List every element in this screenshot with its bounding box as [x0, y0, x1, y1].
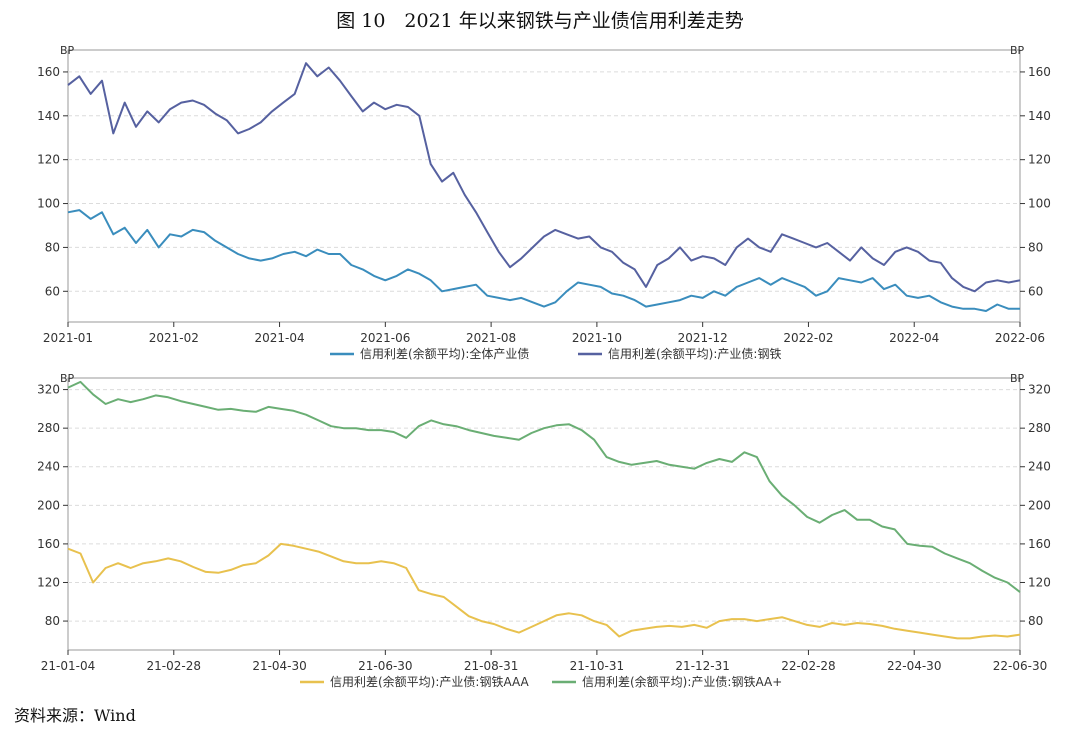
- unit-left-label: BP: [60, 372, 75, 385]
- y-tick-label-left: 60: [45, 284, 60, 298]
- y-tick-label-left: 160: [37, 537, 60, 551]
- x-tick-label: 2022-02: [783, 331, 833, 345]
- x-tick-label: 2021-01: [43, 331, 93, 345]
- x-tick-label: 22-02-28: [781, 659, 835, 673]
- y-tick-label-right: 60: [1028, 284, 1043, 298]
- series-line-1: [67, 62, 1021, 293]
- y-tick-label-left: 100: [37, 197, 60, 211]
- y-tick-label-right: 100: [1028, 197, 1051, 211]
- plot-frame: [67, 377, 1021, 651]
- unit-left-label: BP: [60, 44, 75, 57]
- top-chart-panel: BP BP 60 60 80 80 100 100 120 120 140 140 160 160 2021…: [12, 40, 1062, 370]
- y-tick-label-right: 120: [1028, 575, 1051, 589]
- legend-label-0: 信用利差(余额平均):全体产业债: [360, 346, 529, 361]
- figure-title: 图 10 2021 年以来钢铁与产业债信用利差走势: [336, 10, 744, 32]
- x-tick-label: 2021-06: [360, 331, 410, 345]
- x-tick-label: 21-08-31: [464, 659, 518, 673]
- y-tick-label-left: 200: [37, 498, 60, 512]
- y-tick-label-left: 80: [45, 240, 60, 254]
- bottom-chart-panel: BP BP 80 80 120 120 160 160 200 200 240 240 280 280 32…: [12, 368, 1062, 698]
- plot-frame: [67, 49, 1021, 323]
- top-chart: BP BP 60 60 80 80 100 100 120 120 140 140 160 160 2021…: [37, 44, 1051, 361]
- y-tick-label-right: 80: [1028, 240, 1043, 254]
- source-note: 资料来源：Wind: [14, 706, 136, 725]
- y-tick-label-left: 240: [37, 460, 60, 474]
- y-tick-label-left: 120: [37, 153, 60, 167]
- y-tick-label-left: 280: [37, 421, 60, 435]
- unit-right-label: BP: [1010, 372, 1025, 385]
- x-tick-label: 21-01-04: [41, 659, 95, 673]
- x-tick-label: 2021-02: [149, 331, 199, 345]
- y-tick-label-left: 80: [45, 614, 60, 628]
- y-tick-label-right: 80: [1028, 614, 1043, 628]
- unit-right-label: BP: [1010, 44, 1025, 57]
- y-tick-label-right: 280: [1028, 421, 1051, 435]
- y-tick-label-left: 120: [37, 575, 60, 589]
- series-line-0: [67, 209, 1020, 312]
- x-tick-label: 21-10-31: [570, 659, 624, 673]
- y-tick-label-right: 240: [1028, 460, 1051, 474]
- legend-label-1: 信用利差(余额平均):产业债:钢铁: [608, 346, 781, 361]
- x-tick-label: 21-06-30: [358, 659, 412, 673]
- bottom-chart: BP BP 80 80 120 120 160 160 200 200 240 240 280 280 32…: [37, 372, 1051, 689]
- x-tick-label: 2021-08: [466, 331, 516, 345]
- y-tick-label-left: 160: [37, 65, 60, 79]
- y-tick-label-right: 320: [1028, 383, 1051, 397]
- x-tick-label: 21-02-28: [147, 659, 201, 673]
- x-tick-label: 2021-04: [254, 331, 304, 345]
- legend-label-1: 信用利差(余额平均):产业债:钢铁AA+: [582, 674, 782, 689]
- x-tick-label: 2022-04: [889, 331, 939, 345]
- y-tick-label-right: 160: [1028, 537, 1051, 551]
- x-tick-label: 21-12-31: [675, 659, 729, 673]
- y-tick-label-right: 140: [1028, 109, 1051, 123]
- x-tick-label: 2021-10: [572, 331, 622, 345]
- x-tick-label: 2022-06: [995, 331, 1045, 345]
- y-tick-label-left: 320: [37, 383, 60, 397]
- x-tick-label: 22-06-30: [993, 659, 1047, 673]
- series-line-1: [67, 380, 1021, 593]
- y-tick-label-left: 140: [37, 109, 60, 123]
- y-tick-label-right: 120: [1028, 153, 1051, 167]
- x-tick-label: 21-04-30: [252, 659, 306, 673]
- x-tick-label: 22-04-30: [887, 659, 941, 673]
- y-tick-label-right: 200: [1028, 498, 1051, 512]
- legend-label-0: 信用利差(余额平均):产业债:钢铁AAA: [330, 674, 530, 689]
- y-tick-label-right: 160: [1028, 65, 1051, 79]
- x-tick-label: 2021-12: [678, 331, 728, 345]
- series-line-0: [67, 542, 1021, 640]
